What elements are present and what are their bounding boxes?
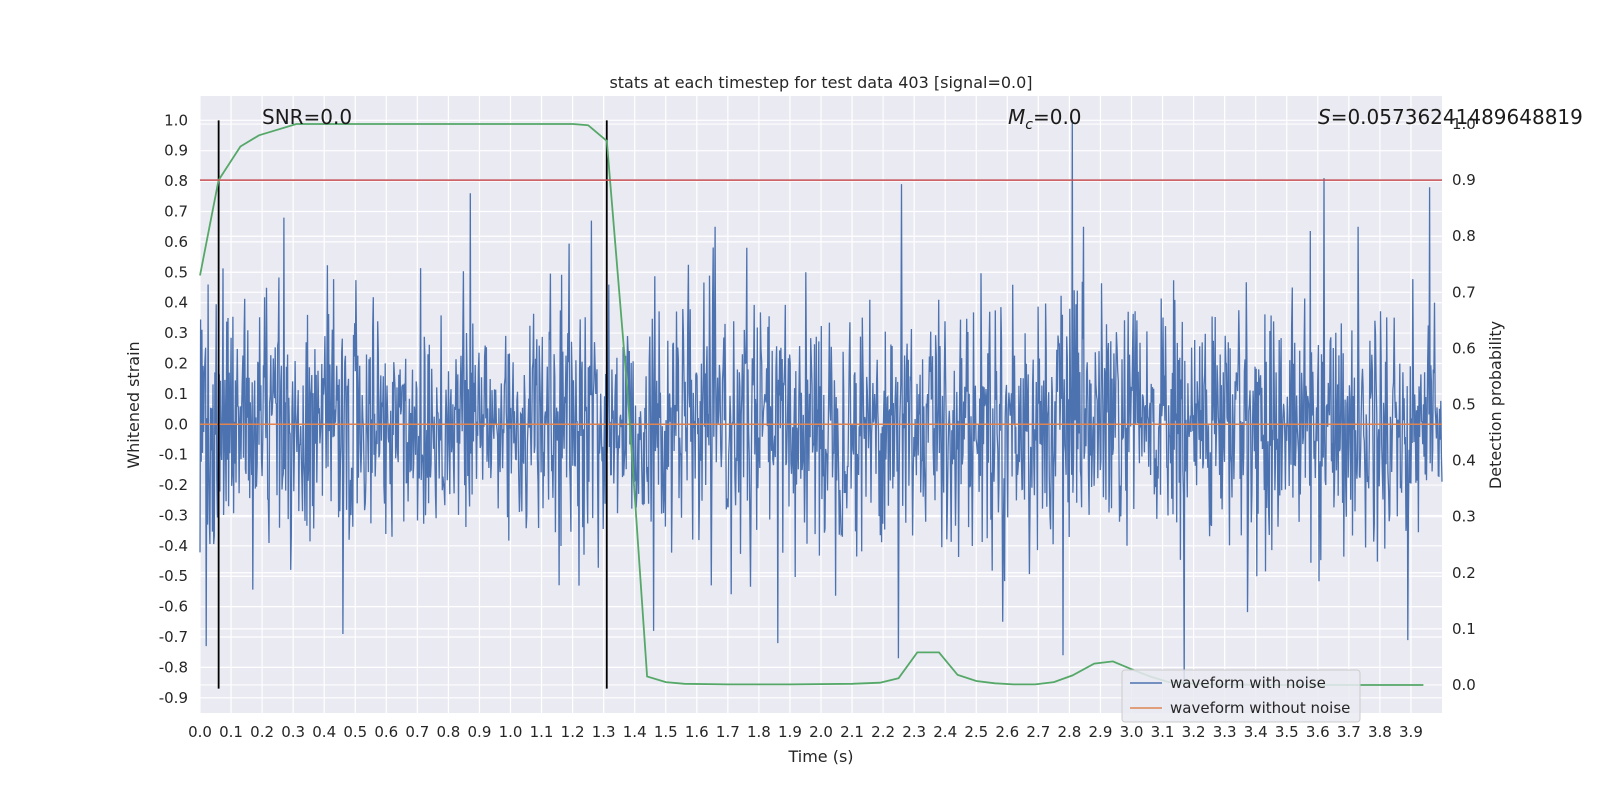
noise-waveform-path [199, 120, 1443, 683]
x-tick-label: 1.5 [654, 723, 678, 741]
x-tick-label: 0.2 [250, 723, 274, 741]
y-tick-label-right: 0.5 [1452, 396, 1476, 414]
x-tick-label: 0.4 [312, 723, 336, 741]
y-tick-label-left: -0.8 [159, 658, 188, 676]
x-tick-label: 2.2 [871, 723, 895, 741]
x-tick-label: 2.7 [1026, 723, 1050, 741]
x-tick-label: 1.1 [530, 723, 554, 741]
x-tick-label: 1.9 [778, 723, 802, 741]
legend: waveform with noise waveform without noi… [1121, 669, 1361, 723]
y-tick-label-left: -0.7 [159, 628, 188, 646]
x-tick-label: 1.6 [685, 723, 709, 741]
y-tick-label-left: -0.1 [159, 446, 188, 464]
x-tick-label: 3.7 [1337, 723, 1361, 741]
y-tick-labels-right: 1.0 0.9 0.8 0.7 0.6 0.5 0.4 0.3 0.2 0.1 0.0 [1452, 115, 1476, 694]
y-axis-label-left: Whitened strain [124, 341, 143, 468]
y-tick-label-left: 0.5 [164, 263, 188, 281]
legend-label-clean: waveform without noise [1170, 699, 1350, 717]
y-tick-label-right: 0.4 [1452, 452, 1476, 470]
x-tick-label: 2.8 [1057, 723, 1081, 741]
y-tick-label-left: 0.1 [164, 385, 188, 403]
x-tick-label: 3.3 [1213, 723, 1237, 741]
y-tick-label-left: -0.5 [159, 567, 188, 585]
x-tick-label: 3.6 [1306, 723, 1330, 741]
detection-probability-path [199, 123, 1424, 686]
y-tick-label-left: -0.4 [159, 537, 188, 555]
y-tick-label-left: 0.8 [164, 172, 188, 190]
x-tick-label: 1.8 [747, 723, 771, 741]
annotation-snr: SNR=0.0 [262, 105, 352, 129]
x-tick-label: 2.3 [902, 723, 926, 741]
y-tick-label-left: 0.3 [164, 324, 188, 342]
x-tick-label: 0.1 [219, 723, 243, 741]
x-tick-label: 3.2 [1182, 723, 1206, 741]
x-tick-label: 3.9 [1399, 723, 1423, 741]
y-tick-label-left: 0.7 [164, 202, 188, 220]
annotation-chirp-mass: Mc=0.0 [1008, 105, 1082, 133]
x-tick-label: 1.0 [499, 723, 523, 741]
vertical-marker-lines [217, 120, 608, 689]
chart-title: stats at each timestep for test data 403… [609, 73, 1032, 92]
annotation-s-value: S=0.05736241489648819 [1318, 105, 1583, 129]
y-tick-label-left: 0.9 [164, 142, 188, 160]
x-tick-label: 0.9 [468, 723, 492, 741]
x-tick-label: 0.0 [188, 723, 212, 741]
y-axis-label-right: Detection probability [1486, 321, 1505, 489]
x-tick-label: 2.0 [809, 723, 833, 741]
x-tick-label: 0.7 [405, 723, 429, 741]
y-tick-label-left: -0.9 [159, 689, 188, 707]
x-tick-label: 3.8 [1368, 723, 1392, 741]
y-tick-label-right: 0.6 [1452, 339, 1476, 357]
y-tick-label-left: -0.6 [159, 598, 188, 616]
y-tick-label-left: 0.0 [164, 415, 188, 433]
y-tick-label-left: -0.2 [159, 476, 188, 494]
y-tick-label-right: 0.8 [1452, 227, 1476, 245]
y-tick-label-right: 0.0 [1452, 676, 1476, 694]
legend-label-noise: waveform with noise [1170, 674, 1326, 692]
series-detection-probability [199, 123, 1424, 686]
x-tick-label: 1.2 [561, 723, 585, 741]
x-tick-label: 2.4 [933, 723, 957, 741]
x-tick-label: 2.1 [840, 723, 864, 741]
y-tick-label-left: 0.6 [164, 233, 188, 251]
x-tick-label: 1.7 [716, 723, 740, 741]
y-tick-labels-left: 1.0 0.9 0.8 0.7 0.6 0.5 0.4 0.3 0.2 0.1 0.0 -0.1 -0.… [159, 111, 188, 706]
x-tick-label: 3.0 [1120, 723, 1144, 741]
x-tick-label: 0.3 [281, 723, 305, 741]
y-tick-label-right: 0.1 [1452, 620, 1476, 638]
x-tick-label: 0.5 [343, 723, 367, 741]
y-tick-label-right: 0.2 [1452, 564, 1476, 582]
y-tick-label-left: -0.3 [159, 506, 188, 524]
x-tick-label: 3.5 [1275, 723, 1299, 741]
x-tick-label: 2.5 [964, 723, 988, 741]
y-tick-label-right: 1.0 [1452, 115, 1476, 133]
x-tick-label: 2.6 [995, 723, 1019, 741]
x-tick-label: 1.3 [592, 723, 616, 741]
y-tick-label-left: 0.2 [164, 354, 188, 372]
x-tick-label: 1.4 [623, 723, 647, 741]
x-tick-label: 0.8 [436, 723, 460, 741]
x-tick-label: 2.9 [1089, 723, 1113, 741]
y-tick-label-right: 0.7 [1452, 283, 1476, 301]
x-tick-labels: 0.0 0.1 0.2 0.3 0.4 0.5 0.6 0.7 0.8 0.9 1.0 1.1 1.2 1… [188, 723, 1423, 741]
series-waveform-with-noise [199, 120, 1443, 683]
x-tick-label: 3.1 [1151, 723, 1175, 741]
x-tick-label: 0.6 [374, 723, 398, 741]
x-tick-label: 3.4 [1244, 723, 1268, 741]
y-tick-label-right: 0.9 [1452, 171, 1476, 189]
y-tick-label-left: 1.0 [164, 111, 188, 129]
y-tick-label-right: 0.3 [1452, 508, 1476, 526]
legend-box [1121, 669, 1361, 723]
x-axis-label: Time (s) [787, 747, 853, 766]
y-tick-label-left: 0.4 [164, 294, 188, 312]
